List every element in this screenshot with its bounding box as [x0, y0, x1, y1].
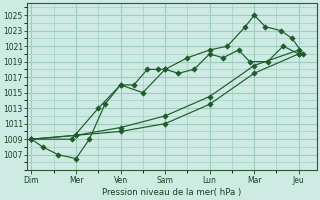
- X-axis label: Pression niveau de la mer( hPa ): Pression niveau de la mer( hPa ): [102, 188, 241, 197]
